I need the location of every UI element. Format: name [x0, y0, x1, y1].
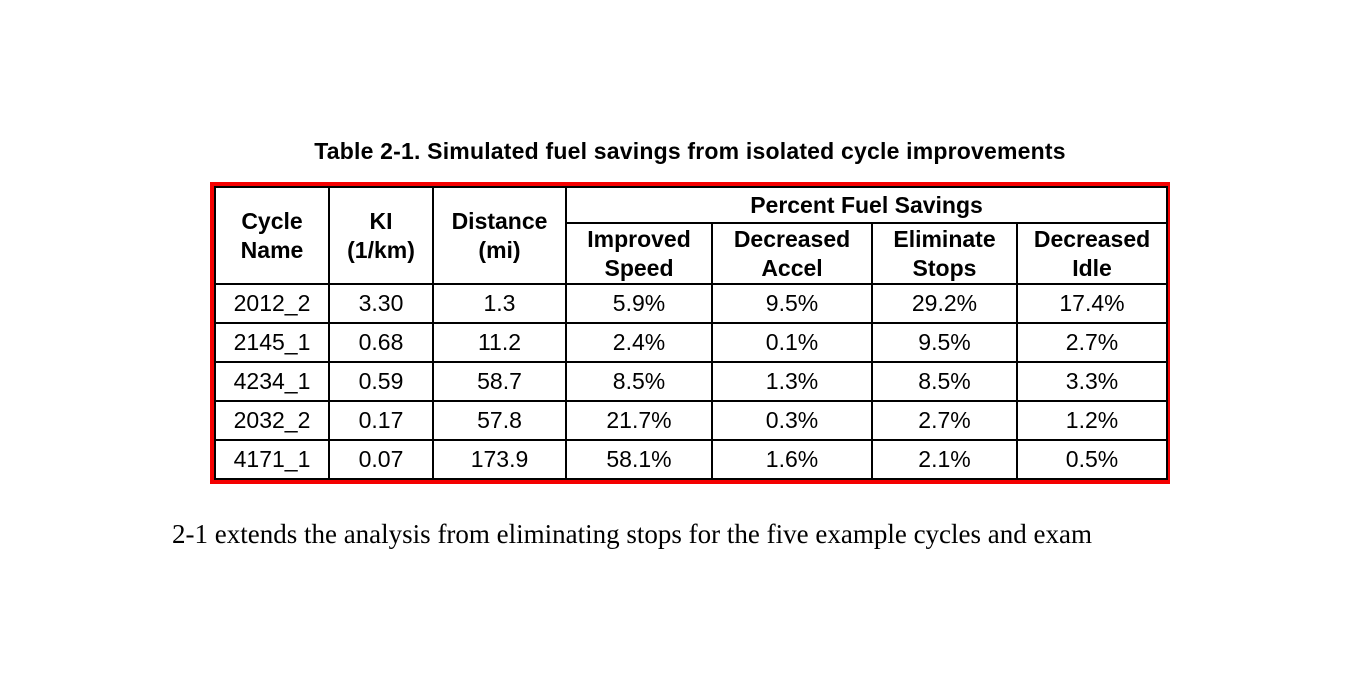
table-row: 2145_1 0.68 11.2 2.4% 0.1% 9.5% 2.7% [214, 322, 1169, 363]
table-cell-ki: 0.07 [328, 439, 434, 480]
column-header-cycle-name: Cycle Name [214, 186, 330, 285]
header-line-1: KI [369, 208, 393, 235]
header-line-2: Accel [761, 254, 823, 281]
table-cell-decreased-idle: 3.3% [1015, 361, 1169, 402]
table-cell-ki: 0.17 [328, 400, 434, 441]
table-row: 2032_2 0.17 57.8 21.7% 0.3% 2.7% 1.2% [214, 400, 1169, 441]
table-cell-decreased-accel: 1.3% [711, 361, 873, 402]
table-cell-distance: 1.3 [432, 283, 567, 324]
header-line-1: Distance [451, 208, 548, 235]
table-cell-improved-speed: 2.4% [565, 322, 713, 363]
header-line-1: Improved [587, 226, 691, 253]
table-header: Cycle Name KI (1/km) Distance (mi) Perce… [214, 186, 1169, 285]
column-header-ki: KI (1/km) [328, 186, 434, 285]
table-cell-distance: 57.8 [432, 400, 567, 441]
table-cell-improved-speed: 5.9% [565, 283, 713, 324]
group-header-row: Cycle Name KI (1/km) Distance (mi) Perce… [214, 186, 1169, 285]
table-body: 2012_2 3.30 1.3 5.9% 9.5% 29.2% 17.4% 21… [214, 283, 1169, 480]
header-line-2: (1/km) [347, 236, 415, 263]
table-cell-decreased-idle: 0.5% [1015, 439, 1169, 480]
table-cell-cycle-name: 4171_1 [214, 439, 330, 480]
header-line-2: Speed [604, 254, 674, 281]
header-line-1: Eliminate [893, 226, 996, 253]
table-cell-eliminate-stops: 2.1% [871, 439, 1018, 480]
table-cell-ki: 0.59 [328, 361, 434, 402]
table-cell-improved-speed: 21.7% [565, 400, 713, 441]
group-header-percent-fuel-savings: Percent Fuel Savings [564, 186, 1169, 224]
table-cell-decreased-accel: 0.3% [711, 400, 873, 441]
fuel-savings-table: Cycle Name KI (1/km) Distance (mi) Perce… [214, 186, 1169, 480]
header-line-2: Idle [1072, 254, 1112, 281]
table-cell-decreased-accel: 0.1% [711, 322, 873, 363]
header-line-1: Decreased [1033, 226, 1151, 253]
sub-header-row: Improved Speed Decreased Accel Eliminate… [215, 222, 1169, 285]
table-cell-decreased-idle: 17.4% [1015, 283, 1169, 324]
table-cell-decreased-idle: 1.2% [1015, 400, 1169, 441]
column-header-improved-speed: Improved Speed [565, 222, 713, 285]
table-cell-distance: 58.7 [432, 361, 567, 402]
table-row: 2012_2 3.30 1.3 5.9% 9.5% 29.2% 17.4% [214, 283, 1169, 324]
table-caption: Table 2-1. Simulated fuel savings from i… [314, 138, 1066, 164]
table-cell-improved-speed: 58.1% [565, 439, 713, 480]
column-header-distance: Distance (mi) [432, 186, 567, 285]
table-red-outline: Cycle Name KI (1/km) Distance (mi) Perce… [210, 182, 1170, 484]
table-row: 4234_1 0.59 58.7 8.5% 1.3% 8.5% 3.3% [214, 361, 1169, 402]
header-line-2: Stops [912, 254, 977, 281]
table-cell-cycle-name: 2145_1 [214, 322, 330, 363]
table-cell-eliminate-stops: 9.5% [871, 322, 1018, 363]
header-line-2: (mi) [478, 236, 521, 263]
table-cell-eliminate-stops: 8.5% [871, 361, 1018, 402]
table-cell-distance: 11.2 [432, 322, 567, 363]
header-line-1: Decreased [733, 226, 851, 253]
body-paragraph: 2-1 extends the analysis from eliminatin… [172, 519, 1092, 549]
table-cell-cycle-name: 2012_2 [214, 283, 330, 324]
table-cell-eliminate-stops: 2.7% [871, 400, 1018, 441]
table-cell-cycle-name: 4234_1 [214, 361, 330, 402]
table-cell-distance: 173.9 [432, 439, 567, 480]
table-cell-decreased-accel: 1.6% [711, 439, 873, 480]
table-cell-ki: 3.30 [328, 283, 434, 324]
column-header-decreased-idle: Decreased Idle [1015, 222, 1169, 285]
table-row: 4171_1 0.07 173.9 58.1% 1.6% 2.1% 0.5% [214, 439, 1169, 480]
table-cell-improved-speed: 8.5% [565, 361, 713, 402]
table-cell-eliminate-stops: 29.2% [871, 283, 1018, 324]
table-cell-ki: 0.68 [328, 322, 434, 363]
column-header-eliminate-stops: Eliminate Stops [871, 222, 1018, 285]
header-line-1: Cycle [241, 208, 303, 235]
column-header-decreased-accel: Decreased Accel [711, 222, 873, 285]
table-cell-cycle-name: 2032_2 [214, 400, 330, 441]
table-cell-decreased-accel: 9.5% [711, 283, 873, 324]
table-cell-decreased-idle: 2.7% [1015, 322, 1169, 363]
header-line-2: Name [240, 236, 304, 263]
